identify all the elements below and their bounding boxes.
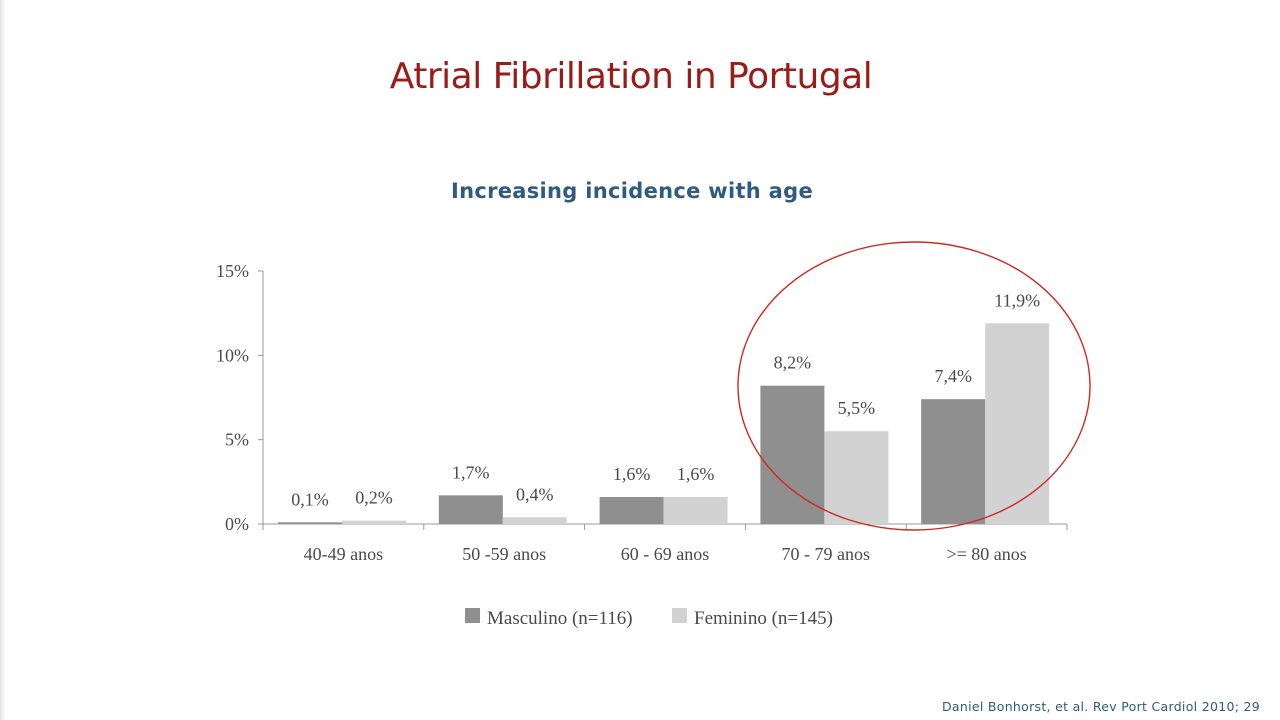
y-tick-label: 10% xyxy=(216,345,249,365)
legend-swatch-male xyxy=(465,608,480,623)
bar-male-5 xyxy=(921,399,986,524)
x-tick-label: 50 -59 anos xyxy=(462,544,546,564)
highlight-ellipse xyxy=(737,241,1091,531)
slide-left-edge xyxy=(0,0,6,720)
bar-male-2 xyxy=(438,495,503,524)
bar-female-4 xyxy=(824,431,889,524)
data-label-female-1: 0,2% xyxy=(355,488,393,508)
data-label-male-4: 8,2% xyxy=(774,353,812,373)
legend-label-female: Feminino (n=145) xyxy=(694,608,833,629)
bar-male-3 xyxy=(599,497,664,524)
data-label-male-2: 1,7% xyxy=(452,462,490,482)
data-label-male-3: 1,6% xyxy=(613,464,651,484)
bar-male-4 xyxy=(760,385,825,524)
data-label-male-1: 0,1% xyxy=(291,489,329,509)
chart-subtitle: Increasing incidence with age xyxy=(450,179,814,203)
slide-title: Atrial Fibrillation in Portugal xyxy=(389,56,873,97)
bar-female-2 xyxy=(502,517,567,524)
legend-swatch-female xyxy=(672,608,687,623)
x-tick-label: >= 80 anos xyxy=(946,544,1026,564)
bar-female-1 xyxy=(342,520,406,524)
y-tick-label: 0% xyxy=(225,514,249,534)
x-tick-label: 70 - 79 anos xyxy=(782,544,871,564)
citation: Daniel Bonhorst, et al. Rev Port Cardiol… xyxy=(941,699,1260,714)
legend-label-male: Masculino (n=116) xyxy=(487,608,633,629)
data-label-female-3: 1,6% xyxy=(677,464,715,484)
x-tick-label: 60 - 69 anos xyxy=(621,544,710,564)
bar-female-3 xyxy=(663,497,728,524)
data-label-female-5: 11,9% xyxy=(994,290,1040,310)
y-tick-label: 5% xyxy=(225,430,249,450)
bar-female-5 xyxy=(985,323,1050,524)
bar-male-1 xyxy=(278,522,342,524)
x-tick-label: 40-49 anos xyxy=(304,544,384,564)
data-label-female-4: 5,5% xyxy=(838,398,876,418)
data-label-female-2: 0,4% xyxy=(516,484,554,504)
y-tick-label: 15% xyxy=(216,261,249,281)
data-label-male-5: 7,4% xyxy=(934,366,972,386)
